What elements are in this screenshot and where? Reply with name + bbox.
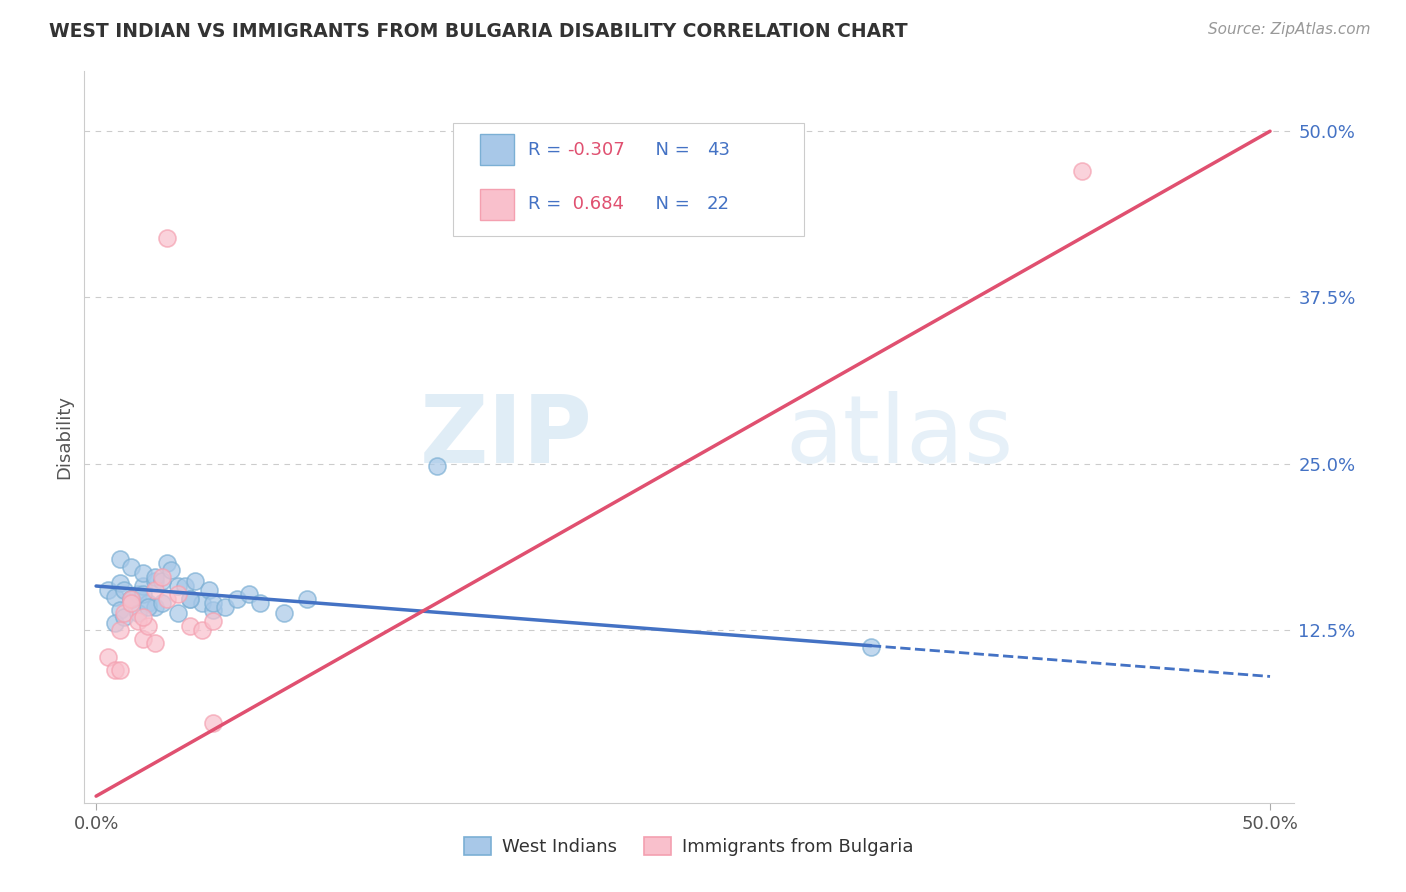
- Point: [127, 587, 149, 601]
- Point: [104, 663, 127, 677]
- Point: [1071, 164, 1094, 178]
- Point: [214, 600, 236, 615]
- Point: [190, 623, 212, 637]
- Point: [425, 459, 447, 474]
- Point: [108, 663, 131, 677]
- Point: [136, 600, 159, 615]
- Point: [143, 636, 166, 650]
- Point: [190, 596, 212, 610]
- Point: [120, 596, 142, 610]
- Point: [160, 563, 183, 577]
- Point: [136, 619, 159, 633]
- Point: [112, 609, 135, 624]
- Point: [202, 614, 225, 628]
- Point: [132, 579, 155, 593]
- FancyBboxPatch shape: [479, 189, 513, 219]
- Point: [202, 596, 225, 610]
- Text: Source: ZipAtlas.com: Source: ZipAtlas.com: [1208, 22, 1371, 37]
- Point: [112, 582, 135, 597]
- Point: [132, 587, 155, 601]
- Point: [202, 716, 225, 731]
- Point: [120, 592, 142, 607]
- Text: -0.307: -0.307: [567, 141, 624, 159]
- Text: R =: R =: [529, 195, 567, 213]
- Point: [104, 616, 127, 631]
- Point: [155, 557, 177, 571]
- Text: atlas: atlas: [786, 391, 1014, 483]
- Point: [226, 592, 249, 607]
- Text: 43: 43: [707, 141, 730, 159]
- Point: [120, 560, 142, 574]
- FancyBboxPatch shape: [453, 122, 804, 235]
- Point: [108, 552, 131, 566]
- Text: N =: N =: [644, 195, 696, 213]
- Point: [155, 230, 177, 244]
- Point: [167, 587, 190, 601]
- Point: [108, 576, 131, 591]
- Point: [150, 570, 173, 584]
- Point: [120, 592, 142, 607]
- Legend: West Indians, Immigrants from Bulgaria: West Indians, Immigrants from Bulgaria: [457, 830, 921, 863]
- FancyBboxPatch shape: [479, 135, 513, 165]
- Text: ZIP: ZIP: [419, 391, 592, 483]
- Point: [150, 596, 173, 610]
- Point: [127, 614, 149, 628]
- Text: N =: N =: [644, 141, 696, 159]
- Point: [202, 603, 225, 617]
- Point: [136, 596, 159, 610]
- Point: [127, 606, 149, 620]
- Point: [198, 582, 221, 597]
- Point: [150, 574, 173, 588]
- Point: [108, 603, 131, 617]
- Text: 0.684: 0.684: [567, 195, 624, 213]
- Point: [143, 600, 166, 615]
- Point: [859, 640, 882, 655]
- Point: [167, 579, 190, 593]
- Point: [273, 606, 295, 620]
- Point: [97, 582, 120, 597]
- Point: [97, 649, 120, 664]
- Point: [112, 606, 135, 620]
- Point: [132, 632, 155, 647]
- Point: [179, 619, 201, 633]
- Point: [174, 579, 197, 593]
- Point: [143, 582, 166, 597]
- Point: [179, 592, 201, 607]
- Point: [297, 592, 319, 607]
- Point: [132, 566, 155, 580]
- Point: [238, 587, 260, 601]
- Y-axis label: Disability: Disability: [55, 395, 73, 479]
- Point: [183, 574, 205, 588]
- Text: R =: R =: [529, 141, 567, 159]
- Point: [104, 590, 127, 604]
- Point: [249, 596, 271, 610]
- Point: [167, 606, 190, 620]
- Point: [179, 592, 201, 607]
- Point: [120, 592, 142, 607]
- Point: [132, 609, 155, 624]
- Point: [143, 570, 166, 584]
- Point: [155, 592, 177, 607]
- Point: [143, 574, 166, 588]
- Text: WEST INDIAN VS IMMIGRANTS FROM BULGARIA DISABILITY CORRELATION CHART: WEST INDIAN VS IMMIGRANTS FROM BULGARIA …: [49, 22, 908, 41]
- Point: [108, 623, 131, 637]
- Text: 22: 22: [707, 195, 730, 213]
